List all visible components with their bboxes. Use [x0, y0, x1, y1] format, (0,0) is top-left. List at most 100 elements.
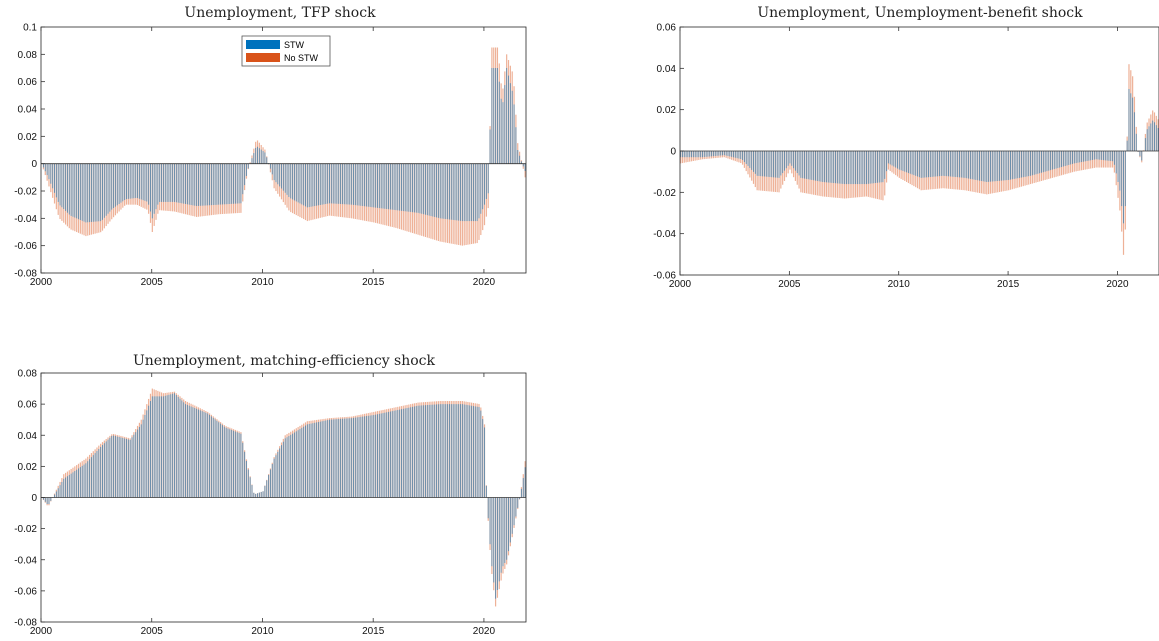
bar-stw: [151, 396, 153, 498]
chart-panel-unemployment-benefit-shock: Unemployment, Unemployment-benefit shock…: [653, 5, 1159, 290]
bar-stw: [402, 163, 404, 212]
bar-stw: [57, 488, 59, 498]
bar-stw: [461, 163, 463, 222]
bar-stw: [328, 419, 330, 498]
bar-stw: [214, 163, 216, 205]
bar-stw: [212, 163, 214, 206]
bar-stw: [428, 404, 430, 498]
bar-stw: [367, 415, 369, 498]
bar-stw: [957, 151, 959, 178]
bar-stw: [249, 477, 251, 498]
bar-stw: [305, 163, 307, 207]
bar-stw: [871, 151, 873, 184]
bar-stw: [378, 163, 380, 209]
bar-stw: [201, 163, 203, 206]
bar-stw: [882, 151, 884, 183]
y-tick-label: 0.1: [23, 23, 37, 34]
bar-stw: [773, 151, 775, 178]
bar-stw: [57, 163, 59, 202]
bar-stw: [1030, 151, 1032, 176]
bar-stw: [245, 460, 247, 498]
bar-stw: [432, 404, 434, 498]
bar-stw: [813, 151, 815, 181]
bar-stw: [273, 458, 275, 498]
bar-stw: [336, 163, 338, 204]
bar-stw: [162, 396, 164, 498]
bar-stw: [927, 151, 929, 178]
x-tick-label: 2010: [251, 277, 274, 288]
bar-stw: [54, 163, 56, 193]
bar-stw: [100, 446, 102, 498]
legend-label-no-stw: No STW: [284, 53, 319, 63]
bar-stw: [999, 151, 1001, 181]
bar-stw: [371, 163, 373, 208]
bar-stw: [904, 151, 906, 172]
bar-stw: [253, 492, 255, 498]
bar-stw: [1082, 151, 1084, 162]
bar-stw: [1153, 122, 1155, 151]
bar-stw: [323, 420, 325, 498]
y-tick-label: 0: [31, 159, 37, 170]
bar-stw: [1108, 151, 1110, 161]
bar-stw: [918, 151, 920, 178]
bar-stw: [269, 469, 271, 498]
bar-stw: [288, 163, 290, 197]
bar-stw: [98, 448, 100, 498]
bar-stw: [419, 405, 421, 498]
bar-stw: [1026, 151, 1028, 177]
bar-stw: [820, 151, 822, 182]
bar-stw: [410, 163, 412, 212]
bar-stw: [495, 68, 497, 164]
bar-stw: [61, 163, 63, 208]
bar-stw: [1008, 151, 1010, 180]
chart-title: Unemployment, Unemployment-benefit shock: [757, 5, 1083, 21]
bar-stw: [142, 419, 144, 498]
bar-stw: [293, 432, 295, 498]
bar-stw: [487, 163, 489, 194]
bar-stw: [1028, 151, 1030, 177]
bar-stw: [920, 151, 922, 178]
y-tick-label: -0.02: [14, 524, 37, 535]
bar-stw: [966, 151, 968, 179]
bar-stw: [902, 151, 904, 171]
bar-stw: [465, 404, 467, 498]
bar-stw: [85, 163, 87, 223]
bar-stw: [358, 417, 360, 498]
bar-stw: [255, 147, 257, 164]
bar-stw: [1048, 151, 1050, 171]
bar-stw: [430, 163, 432, 217]
bar-stw: [814, 151, 816, 181]
bar-stw: [685, 151, 687, 158]
bar-stw: [949, 151, 951, 177]
bar-stw: [118, 437, 120, 498]
bar-stw: [1146, 129, 1148, 151]
bar-stw: [399, 163, 401, 211]
bar-stw: [66, 476, 68, 498]
bar-stw: [827, 151, 829, 183]
bar-stw: [157, 163, 159, 205]
bar-stw: [109, 437, 111, 498]
bar-stw: [1002, 151, 1004, 181]
bar-stw: [299, 429, 301, 498]
bar-stw: [997, 151, 999, 181]
bar-stw: [251, 485, 253, 498]
bar-stw: [122, 437, 124, 498]
bar-stw: [762, 151, 764, 177]
bar-stw: [341, 418, 343, 498]
y-tick-label: 0.02: [18, 132, 38, 143]
bar-stw: [192, 407, 194, 498]
bar-stw: [504, 497, 506, 563]
bar-stw: [1033, 151, 1035, 175]
bar-stw: [229, 163, 231, 204]
x-tick-label: 2020: [1106, 279, 1129, 290]
bar-stw: [282, 441, 284, 498]
bar-stw: [465, 163, 467, 222]
bar-series-group: [680, 64, 1159, 255]
bar-stw: [443, 404, 445, 498]
bar-stw: [876, 151, 878, 183]
bar-stw: [102, 163, 104, 220]
bar-stw: [170, 394, 172, 498]
bar-stw: [520, 488, 522, 498]
bar-stw: [875, 151, 877, 183]
bar-stw: [301, 163, 303, 205]
